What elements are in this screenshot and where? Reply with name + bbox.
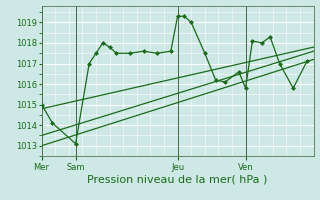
X-axis label: Pression niveau de la mer( hPa ): Pression niveau de la mer( hPa ) [87,175,268,185]
